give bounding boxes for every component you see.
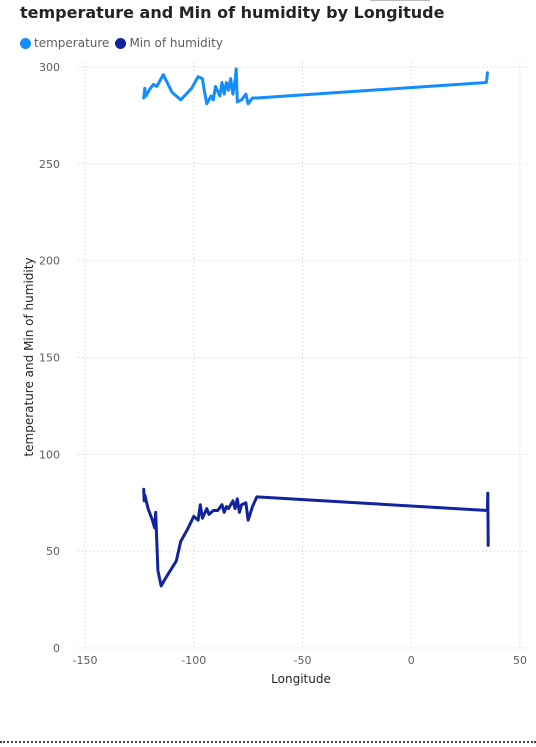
top-edge-fragment xyxy=(370,0,430,4)
x-tick-label: 50 xyxy=(513,654,527,667)
series-line-min-humidity xyxy=(142,487,490,588)
y-tick-label: 100 xyxy=(39,448,60,461)
legend-item-min-humidity[interactable]: Min of humidity xyxy=(115,36,223,50)
x-tick-label: 0 xyxy=(408,654,415,667)
y-tick-label: 200 xyxy=(39,255,60,268)
y-axis-title: temperature and Min of humidity xyxy=(22,257,36,456)
x-tick-label: -100 xyxy=(181,654,206,667)
bottom-divider xyxy=(0,741,536,743)
y-tick-label: 300 xyxy=(39,61,60,74)
legend-label-temperature: temperature xyxy=(34,36,110,50)
chart-title: temperature and Min of humidity by Longi… xyxy=(20,3,445,22)
y-tick-label: 50 xyxy=(46,545,60,558)
y-tick-label: 250 xyxy=(39,158,60,171)
series-line-temperature xyxy=(142,67,489,106)
x-axis-title: Longitude xyxy=(271,672,331,686)
legend: temperature Min of humidity xyxy=(20,36,229,50)
y-tick-label: 150 xyxy=(39,352,60,365)
y-tick-label: 0 xyxy=(53,642,60,655)
x-tick-label: -150 xyxy=(73,654,98,667)
x-tick-label: -50 xyxy=(294,654,312,667)
legend-dot-min-humidity xyxy=(115,37,127,49)
legend-dot-temperature xyxy=(20,37,31,49)
legend-item-temperature[interactable]: temperature xyxy=(20,36,109,50)
legend-label-min-humidity: Min of humidity xyxy=(129,36,223,50)
